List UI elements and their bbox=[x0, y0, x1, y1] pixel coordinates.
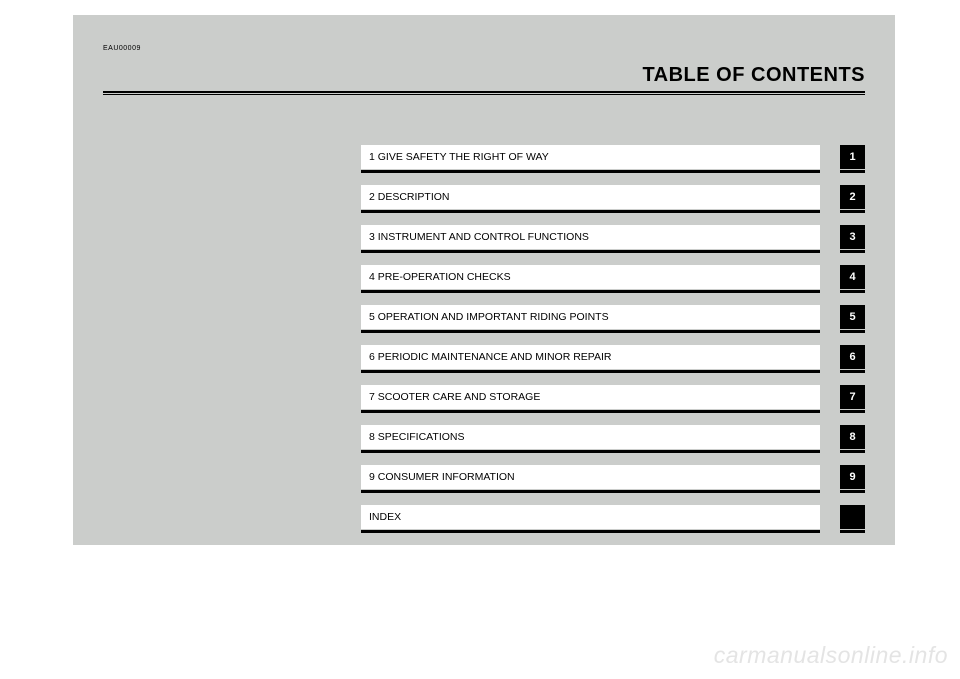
toc-tab-underline bbox=[840, 210, 865, 213]
toc-label: 2 DESCRIPTION bbox=[361, 185, 820, 209]
toc-row: 2 DESCRIPTION 2 bbox=[361, 185, 865, 213]
toc-tab-number: 2 bbox=[840, 185, 865, 209]
toc-label-wrap: 9 CONSUMER INFORMATION bbox=[361, 465, 820, 493]
toc-tab-underline bbox=[840, 450, 865, 453]
toc-label: 5 OPERATION AND IMPORTANT RIDING POINTS bbox=[361, 305, 820, 329]
toc-label: 1 GIVE SAFETY THE RIGHT OF WAY bbox=[361, 145, 820, 169]
toc-tab-number: 9 bbox=[840, 465, 865, 489]
toc-label-wrap: 2 DESCRIPTION bbox=[361, 185, 820, 213]
toc-tab-number: 3 bbox=[840, 225, 865, 249]
toc-label: 9 CONSUMER INFORMATION bbox=[361, 465, 820, 489]
toc-gap bbox=[820, 425, 840, 453]
toc-label: 8 SPECIFICATIONS bbox=[361, 425, 820, 449]
toc-underline bbox=[361, 530, 820, 533]
toc-tab-underline bbox=[840, 410, 865, 413]
toc-row: 3 INSTRUMENT AND CONTROL FUNCTIONS 3 bbox=[361, 225, 865, 253]
toc-label: 7 SCOOTER CARE AND STORAGE bbox=[361, 385, 820, 409]
toc-tab: 9 bbox=[840, 465, 865, 493]
toc-tab: 3 bbox=[840, 225, 865, 253]
page-title: TABLE OF CONTENTS bbox=[103, 64, 865, 87]
toc-row: 9 CONSUMER INFORMATION 9 bbox=[361, 465, 865, 493]
toc-label-wrap: 1 GIVE SAFETY THE RIGHT OF WAY bbox=[361, 145, 820, 173]
toc-label-wrap: INDEX bbox=[361, 505, 820, 533]
toc-tab: 7 bbox=[840, 385, 865, 413]
toc-tab: 6 bbox=[840, 345, 865, 373]
toc-label: 6 PERIODIC MAINTENANCE AND MINOR REPAIR bbox=[361, 345, 820, 369]
toc-underline bbox=[361, 250, 820, 253]
toc-underline bbox=[361, 450, 820, 453]
toc-tab-number: 7 bbox=[840, 385, 865, 409]
toc-underline bbox=[361, 410, 820, 413]
toc-label: INDEX bbox=[361, 505, 820, 529]
toc-tab-underline bbox=[840, 250, 865, 253]
toc-label: 3 INSTRUMENT AND CONTROL FUNCTIONS bbox=[361, 225, 820, 249]
toc-label-wrap: 3 INSTRUMENT AND CONTROL FUNCTIONS bbox=[361, 225, 820, 253]
title-rule-thin bbox=[103, 94, 865, 95]
toc-tab bbox=[840, 505, 865, 533]
toc-underline bbox=[361, 370, 820, 373]
toc-tab: 4 bbox=[840, 265, 865, 293]
toc-tab-underline bbox=[840, 290, 865, 293]
toc-row: 7 SCOOTER CARE AND STORAGE 7 bbox=[361, 385, 865, 413]
toc-gap bbox=[820, 225, 840, 253]
toc-gap bbox=[820, 145, 840, 173]
toc-underline bbox=[361, 290, 820, 293]
toc-row: 1 GIVE SAFETY THE RIGHT OF WAY 1 bbox=[361, 145, 865, 173]
toc-gap bbox=[820, 505, 840, 533]
toc-label-wrap: 7 SCOOTER CARE AND STORAGE bbox=[361, 385, 820, 413]
toc-underline bbox=[361, 490, 820, 493]
toc-tab-underline bbox=[840, 170, 865, 173]
toc-tab-number: 8 bbox=[840, 425, 865, 449]
toc-label-wrap: 4 PRE-OPERATION CHECKS bbox=[361, 265, 820, 293]
toc-tab-number: 1 bbox=[840, 145, 865, 169]
toc-tab: 1 bbox=[840, 145, 865, 173]
toc-tab-number bbox=[840, 505, 865, 529]
toc-label: 4 PRE-OPERATION CHECKS bbox=[361, 265, 820, 289]
toc-row: 4 PRE-OPERATION CHECKS 4 bbox=[361, 265, 865, 293]
toc-tab: 8 bbox=[840, 425, 865, 453]
toc-underline bbox=[361, 210, 820, 213]
toc-tab-underline bbox=[840, 370, 865, 373]
toc-tab: 2 bbox=[840, 185, 865, 213]
toc-gap bbox=[820, 465, 840, 493]
toc-row: 6 PERIODIC MAINTENANCE AND MINOR REPAIR … bbox=[361, 345, 865, 373]
toc-gap bbox=[820, 305, 840, 333]
toc-tab-underline bbox=[840, 490, 865, 493]
toc-tab: 5 bbox=[840, 305, 865, 333]
toc-gap bbox=[820, 185, 840, 213]
toc-gap bbox=[820, 265, 840, 293]
toc-tab-underline bbox=[840, 530, 865, 533]
toc-label-wrap: 6 PERIODIC MAINTENANCE AND MINOR REPAIR bbox=[361, 345, 820, 373]
toc-tab-number: 5 bbox=[840, 305, 865, 329]
manual-page: EAU00009 TABLE OF CONTENTS 1 GIVE SAFETY… bbox=[73, 15, 895, 545]
toc-label-wrap: 5 OPERATION AND IMPORTANT RIDING POINTS bbox=[361, 305, 820, 333]
toc-tab-number: 4 bbox=[840, 265, 865, 289]
toc-tab-number: 6 bbox=[840, 345, 865, 369]
toc-row: 5 OPERATION AND IMPORTANT RIDING POINTS … bbox=[361, 305, 865, 333]
watermark-text: carmanualsonline.info bbox=[714, 642, 948, 669]
toc-row: INDEX bbox=[361, 505, 865, 533]
document-code: EAU00009 bbox=[103, 45, 865, 52]
toc-row: 8 SPECIFICATIONS 8 bbox=[361, 425, 865, 453]
toc-label-wrap: 8 SPECIFICATIONS bbox=[361, 425, 820, 453]
table-of-contents: 1 GIVE SAFETY THE RIGHT OF WAY 1 2 DESCR… bbox=[361, 145, 865, 533]
toc-underline bbox=[361, 330, 820, 333]
toc-gap bbox=[820, 385, 840, 413]
toc-tab-underline bbox=[840, 330, 865, 333]
title-rule-thick bbox=[103, 91, 865, 93]
toc-underline bbox=[361, 170, 820, 173]
toc-gap bbox=[820, 345, 840, 373]
